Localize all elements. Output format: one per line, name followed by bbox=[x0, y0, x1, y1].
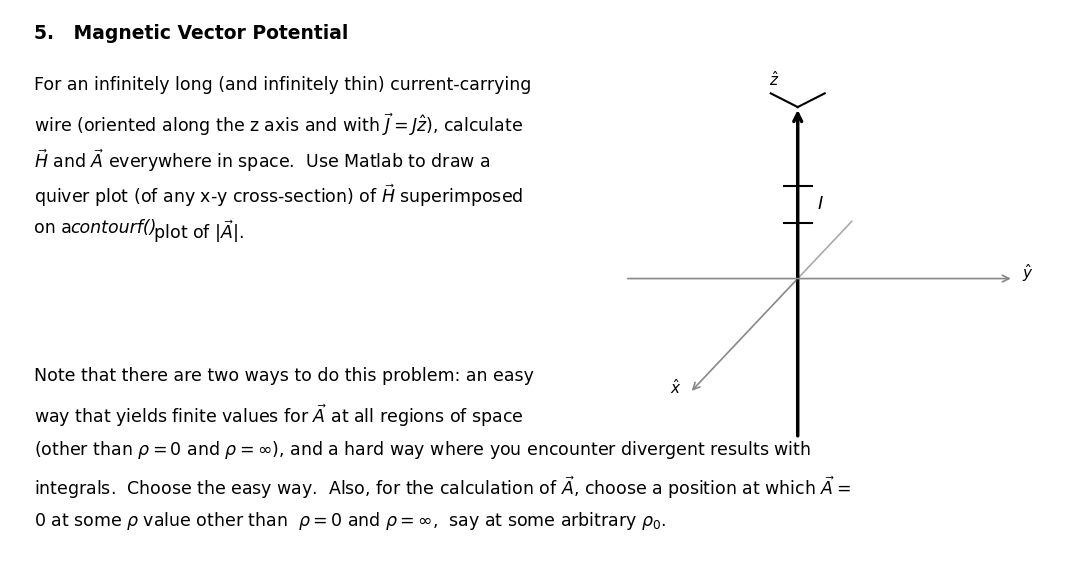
Text: wire (oriented along the z axis and with $\vec{J} = J\hat{z}$), calculate: wire (oriented along the z axis and with… bbox=[35, 111, 523, 138]
Text: plot of $|\vec{A}|$.: plot of $|\vec{A}|$. bbox=[148, 219, 244, 245]
Text: quiver plot (of any x-y cross-section) of $\vec{H}$ superimposed: quiver plot (of any x-y cross-section) o… bbox=[35, 183, 523, 209]
Text: contourf(): contourf() bbox=[70, 219, 157, 237]
Text: $\hat{x}$: $\hat{x}$ bbox=[669, 378, 681, 397]
Text: $I$: $I$ bbox=[817, 195, 824, 213]
Text: 5.   Magnetic Vector Potential: 5. Magnetic Vector Potential bbox=[35, 24, 349, 43]
Text: For an infinitely long (and infinitely thin) current-carrying: For an infinitely long (and infinitely t… bbox=[35, 75, 532, 93]
Text: $\hat{z}$: $\hat{z}$ bbox=[769, 70, 779, 89]
Text: 0 at some $\rho$ value other than  $\rho = 0$ and $\rho = \infty$,  say at some : 0 at some $\rho$ value other than $\rho … bbox=[35, 510, 667, 532]
Text: (other than $\rho = 0$ and $\rho = \infty$), and a hard way where you encounter : (other than $\rho = 0$ and $\rho = \inft… bbox=[35, 438, 812, 461]
Text: on a: on a bbox=[35, 219, 77, 237]
Text: $\vec{H}$ and $\vec{A}$ everywhere in space.  Use Matlab to draw a: $\vec{H}$ and $\vec{A}$ everywhere in sp… bbox=[35, 147, 491, 173]
Text: Note that there are two ways to do this problem: an easy: Note that there are two ways to do this … bbox=[35, 367, 534, 385]
Text: integrals.  Choose the easy way.  Also, for the calculation of $\vec{A}$, choose: integrals. Choose the easy way. Also, fo… bbox=[35, 474, 851, 501]
Text: way that yields finite values for $\vec{A}$ at all regions of space: way that yields finite values for $\vec{… bbox=[35, 403, 524, 429]
Text: $\hat{y}$: $\hat{y}$ bbox=[1023, 262, 1034, 284]
